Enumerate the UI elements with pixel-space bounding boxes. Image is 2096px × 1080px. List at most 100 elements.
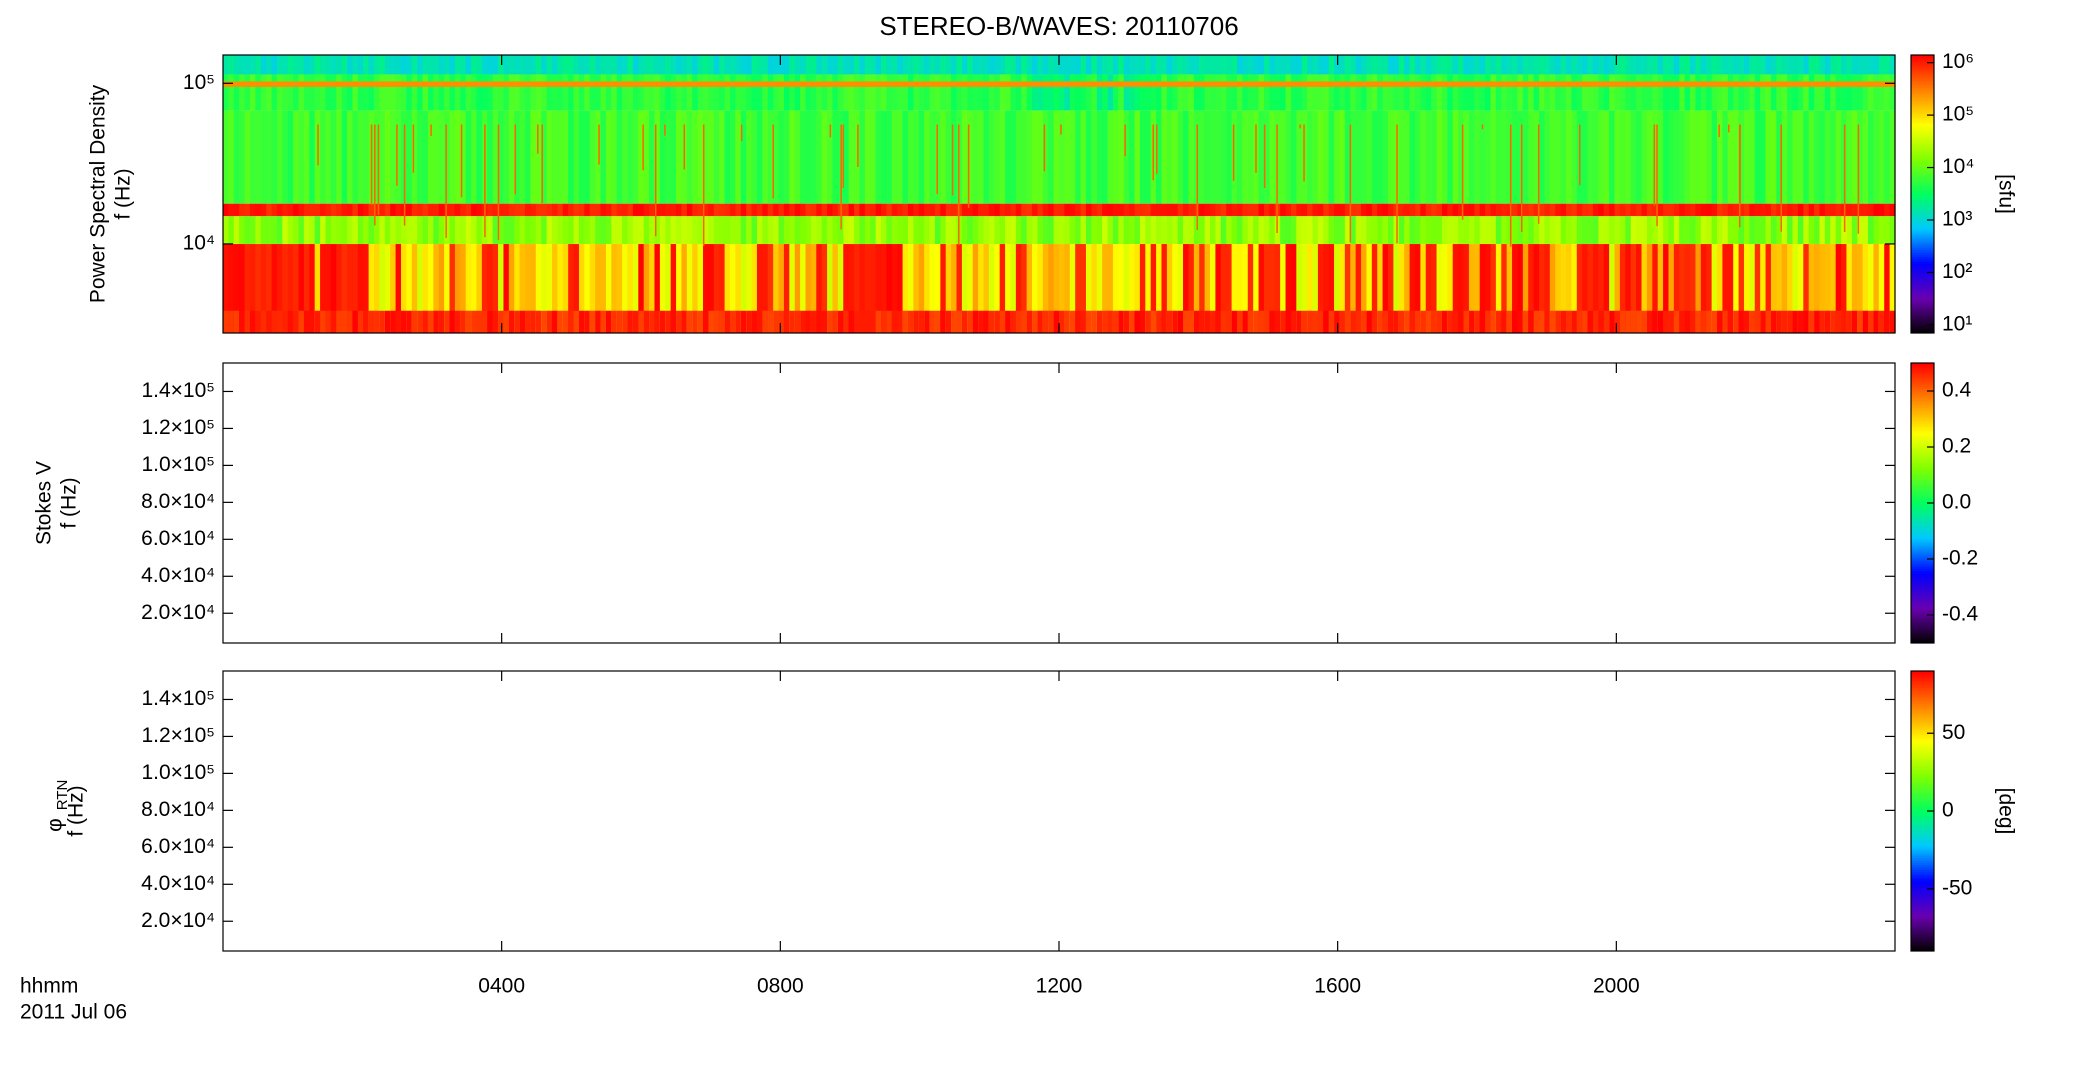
spectrogram-cell: [1053, 74, 1060, 111]
spectrogram-cell: [1204, 216, 1211, 245]
spectrogram-cell: [293, 216, 300, 245]
spectrogram-cell: [1565, 110, 1572, 204]
colorbar-swatch: [1911, 584, 1934, 588]
spectrogram-cell: [1118, 74, 1125, 111]
spectrogram-cell: [557, 110, 564, 204]
spectrogram-cell: [1258, 110, 1265, 204]
y-tick-label: 6.0×10⁴: [141, 835, 215, 858]
spectrogram-cell: [249, 55, 256, 75]
spectrogram-cell: [1808, 203, 1815, 217]
colorbar-swatch: [1911, 598, 1934, 602]
spectrogram-cell: [336, 310, 343, 333]
colorbar-swatch: [1911, 780, 1934, 784]
spectrogram-cell: [670, 110, 677, 204]
colorbar-swatch: [1911, 205, 1934, 209]
spectrogram-cell: [546, 203, 553, 217]
spectrogram-cell: [1296, 216, 1303, 245]
colorbar-swatch: [1911, 461, 1934, 464]
spectrogram-cell: [1490, 216, 1497, 245]
spectrogram-cell: [1334, 110, 1341, 204]
spectrogram-cell: [1549, 244, 1556, 333]
spectrogram-cell: [670, 74, 677, 111]
spectrogram-cell: [298, 244, 305, 333]
spectrogram-cell: [1177, 310, 1184, 333]
spectrogram-cell: [1447, 310, 1454, 333]
spectrogram-cell: [1485, 55, 1492, 75]
spectrogram-cell: [471, 203, 478, 217]
spectrogram-cell: [1587, 244, 1594, 333]
spectrogram-streak: [497, 124, 500, 241]
spectrogram-cell: [729, 55, 736, 75]
spectrogram-cell: [1258, 216, 1265, 245]
spectrogram-cell: [951, 310, 958, 333]
spectrogram-cell: [686, 244, 693, 333]
spectrogram-cell: [1258, 55, 1265, 75]
spectrogram-cell: [649, 203, 656, 217]
spectrogram-cell: [498, 110, 505, 204]
spectrogram-cell: [427, 244, 434, 333]
x-tick-label: 0800: [757, 975, 804, 998]
spectrogram-cell: [692, 216, 699, 245]
spectrogram-cell: [1123, 110, 1130, 204]
spectrogram-cell: [1145, 110, 1152, 204]
spectrogram-cell: [1366, 244, 1373, 333]
colorbar-swatch: [1911, 678, 1934, 681]
spectrogram-cell: [1781, 74, 1788, 111]
spectrogram-cell: [897, 310, 904, 333]
spectrogram-cell: [859, 55, 866, 75]
spectrogram-cell: [1587, 74, 1594, 111]
spectrogram-cell: [1770, 216, 1777, 245]
spectrogram-cell: [1139, 310, 1146, 333]
spectrogram-cell: [1355, 110, 1362, 204]
spectrogram-cell: [773, 216, 780, 245]
spectrogram-cell: [1539, 216, 1546, 245]
spectrogram-cell: [1048, 74, 1055, 111]
spectrogram-cell: [1317, 216, 1324, 245]
colorbar-swatch: [1911, 542, 1934, 546]
spectrogram-cell: [498, 310, 505, 333]
spectrogram-cell: [978, 310, 985, 333]
spectrogram-cell: [578, 74, 585, 111]
spectrogram-cell: [1231, 55, 1238, 75]
spectrogram-cell: [703, 310, 710, 333]
spectrogram-cell: [1431, 55, 1438, 75]
colorbar-swatch: [1911, 231, 1934, 234]
spectrogram-cell: [395, 216, 402, 245]
colorbar-swatch: [1911, 687, 1934, 691]
spectrogram-cell: [266, 110, 273, 204]
spectrogram-cell: [379, 310, 386, 333]
spectrogram-cell: [530, 244, 537, 333]
spectrogram-cell: [708, 203, 715, 217]
spectrogram-cell: [1636, 203, 1643, 217]
colorbar-swatch: [1911, 300, 1934, 304]
spectrogram-cell: [886, 310, 893, 333]
spectrogram-cell: [1495, 74, 1502, 111]
spectrogram-cell: [552, 244, 558, 333]
spectrogram-cell: [449, 74, 456, 111]
spectrogram-cell: [1722, 203, 1729, 217]
colorbar-swatch: [1911, 680, 1934, 684]
colorbar-swatch: [1911, 829, 1934, 833]
spectrogram-cell: [1355, 55, 1362, 75]
spectrogram-cell: [347, 244, 354, 333]
colorbar-swatch: [1911, 254, 1934, 258]
colorbar-swatch: [1911, 577, 1934, 581]
spectrogram-cell: [708, 310, 715, 333]
spectrogram-cell: [223, 310, 229, 333]
spectrogram-cell: [681, 244, 688, 333]
colorbar-swatch: [1911, 820, 1934, 824]
spectrogram-cell: [1123, 216, 1130, 245]
spectrogram-cell: [649, 216, 656, 245]
spectrogram-cell: [400, 216, 407, 245]
spectrogram-cell: [1722, 110, 1729, 204]
spectrogram-cell: [595, 110, 602, 204]
spectrogram-cell: [1652, 55, 1659, 75]
spectrogram-cell: [907, 74, 914, 111]
spectrogram-cell: [1414, 74, 1421, 111]
spectrogram-cell: [1139, 110, 1146, 204]
spectrogram-cell: [1220, 244, 1227, 333]
spectrogram-cell: [1134, 74, 1141, 111]
spectrogram-cell: [1328, 216, 1335, 245]
spectrogram-cell: [805, 216, 812, 245]
spectrogram-streak: [396, 124, 398, 186]
